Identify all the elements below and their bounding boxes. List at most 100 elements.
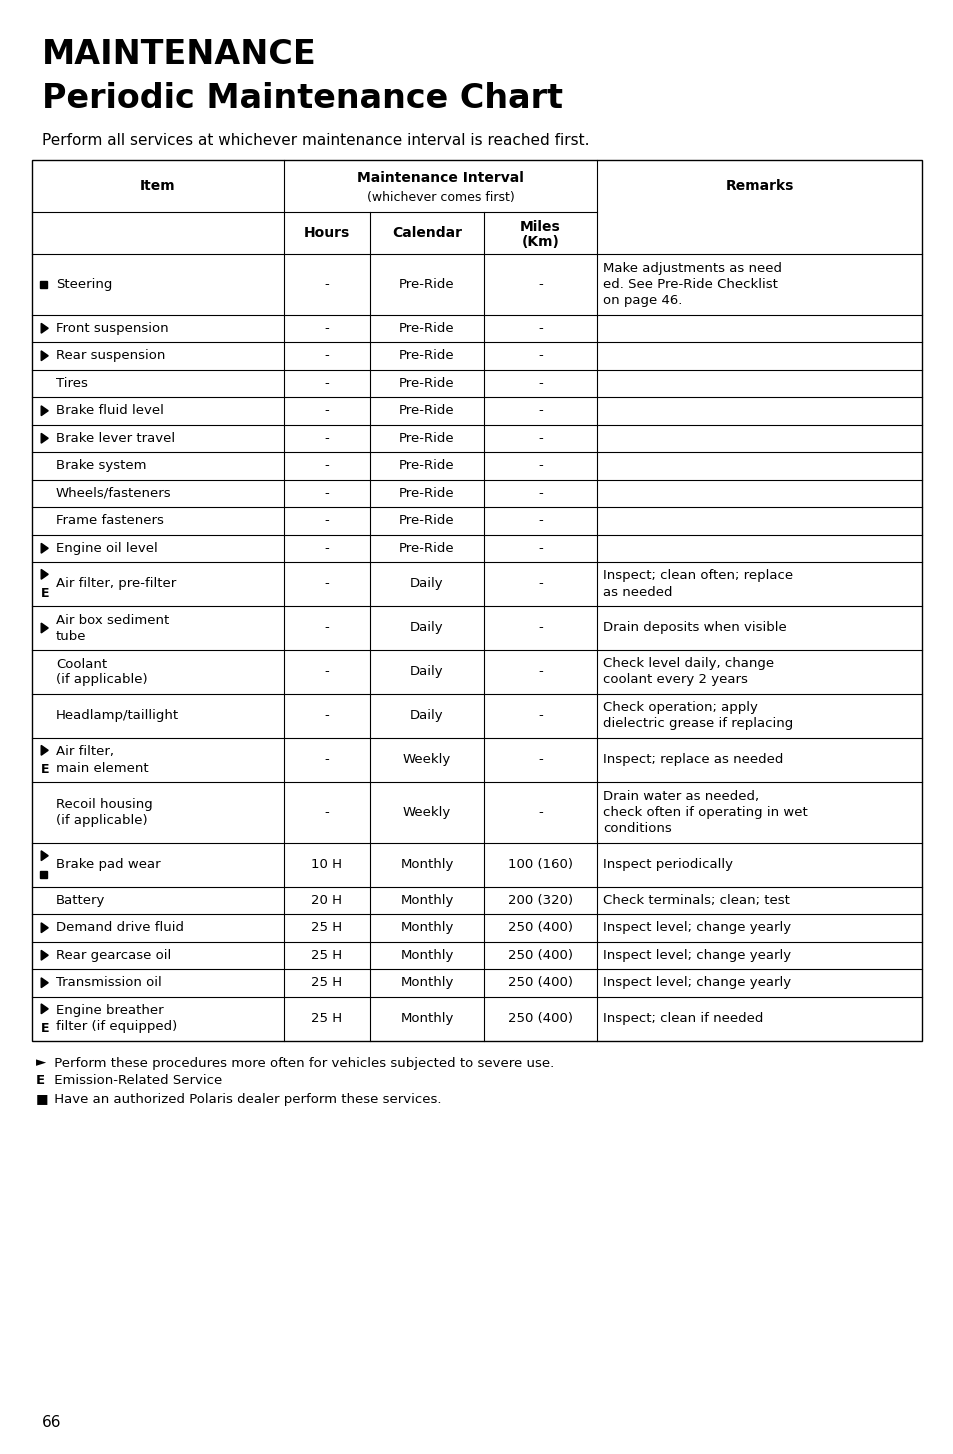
Text: Front suspension: Front suspension — [56, 321, 169, 334]
Text: Inspect; clean if needed: Inspect; clean if needed — [602, 1012, 762, 1025]
Text: -: - — [324, 377, 329, 390]
Text: MAINTENANCE: MAINTENANCE — [42, 38, 316, 71]
Bar — [40, 281, 48, 288]
Text: Inspect; clean often; replace
as needed: Inspect; clean often; replace as needed — [602, 570, 792, 599]
Text: Miles: Miles — [519, 220, 560, 234]
Polygon shape — [41, 624, 49, 632]
Text: E: E — [41, 763, 50, 776]
Text: Engine breather
filter (if equipped): Engine breather filter (if equipped) — [56, 1005, 177, 1032]
Polygon shape — [41, 746, 49, 755]
Text: Demand drive fluid: Demand drive fluid — [56, 922, 184, 935]
Polygon shape — [41, 570, 49, 579]
Polygon shape — [41, 406, 49, 416]
Polygon shape — [41, 350, 49, 361]
Text: -: - — [537, 278, 542, 291]
Text: Brake system: Brake system — [56, 459, 147, 473]
Polygon shape — [41, 951, 49, 960]
Text: 250 (400): 250 (400) — [507, 922, 573, 935]
Text: Inspect periodically: Inspect periodically — [602, 858, 732, 871]
Text: Weekly: Weekly — [402, 806, 451, 819]
Text: -: - — [537, 487, 542, 500]
Bar — [32, 160, 921, 1041]
Text: Inspect; replace as needed: Inspect; replace as needed — [602, 753, 782, 766]
Text: ■: ■ — [36, 1092, 49, 1105]
Text: Rear gearcase oil: Rear gearcase oil — [56, 949, 172, 961]
Text: Pre-Ride: Pre-Ride — [398, 349, 455, 362]
Text: -: - — [537, 349, 542, 362]
Text: Hours: Hours — [304, 225, 350, 240]
Text: Monthly: Monthly — [400, 1012, 454, 1025]
Polygon shape — [41, 979, 49, 987]
Text: Maintenance Interval: Maintenance Interval — [356, 172, 523, 185]
Text: 25 H: 25 H — [311, 922, 342, 935]
Text: -: - — [324, 666, 329, 679]
Text: Pre-Ride: Pre-Ride — [398, 459, 455, 473]
Text: -: - — [537, 806, 542, 819]
Text: -: - — [537, 666, 542, 679]
Text: Check operation; apply
dielectric grease if replacing: Check operation; apply dielectric grease… — [602, 701, 792, 730]
Text: -: - — [537, 621, 542, 634]
Text: -: - — [537, 321, 542, 334]
Text: -: - — [537, 515, 542, 528]
Text: Daily: Daily — [410, 577, 443, 590]
Text: Air filter, pre-filter: Air filter, pre-filter — [56, 577, 176, 590]
Text: Frame fasteners: Frame fasteners — [56, 515, 164, 528]
Text: Pre-Ride: Pre-Ride — [398, 321, 455, 334]
Text: 25 H: 25 H — [311, 976, 342, 989]
Text: Air filter,
main element: Air filter, main element — [56, 746, 149, 775]
Text: Monthly: Monthly — [400, 894, 454, 907]
Text: -: - — [324, 710, 329, 723]
Text: Remarks: Remarks — [724, 179, 793, 193]
Text: Coolant
(if applicable): Coolant (if applicable) — [56, 657, 148, 686]
Text: -: - — [537, 577, 542, 590]
Text: Headlamp/taillight: Headlamp/taillight — [56, 710, 179, 723]
Text: -: - — [324, 404, 329, 417]
Text: E: E — [41, 587, 50, 601]
Text: 25 H: 25 H — [311, 1012, 342, 1025]
Text: Pre-Ride: Pre-Ride — [398, 278, 455, 291]
Text: -: - — [537, 710, 542, 723]
Text: 100 (160): 100 (160) — [507, 858, 573, 871]
Text: Check terminals; clean; test: Check terminals; clean; test — [602, 894, 789, 907]
Text: -: - — [324, 487, 329, 500]
Polygon shape — [41, 851, 49, 861]
Text: -: - — [324, 278, 329, 291]
Text: Item: Item — [140, 179, 175, 193]
Text: Engine oil level: Engine oil level — [56, 542, 157, 555]
Text: Tires: Tires — [56, 377, 88, 390]
Text: Inspect level; change yearly: Inspect level; change yearly — [602, 922, 790, 935]
Text: 10 H: 10 H — [312, 858, 342, 871]
Polygon shape — [41, 1003, 49, 1013]
Text: Air box sediment
tube: Air box sediment tube — [56, 614, 169, 643]
Bar — [40, 871, 48, 878]
Text: 200 (320): 200 (320) — [507, 894, 573, 907]
Text: Daily: Daily — [410, 621, 443, 634]
Text: (whichever comes first): (whichever comes first) — [366, 190, 514, 204]
Text: 250 (400): 250 (400) — [507, 949, 573, 961]
Text: Check level daily, change
coolant every 2 years: Check level daily, change coolant every … — [602, 657, 773, 686]
Text: Inspect level; change yearly: Inspect level; change yearly — [602, 949, 790, 961]
Text: 20 H: 20 H — [312, 894, 342, 907]
Text: Drain water as needed,
check often if operating in wet
conditions: Drain water as needed, check often if op… — [602, 790, 807, 835]
Text: Have an authorized Polaris dealer perform these services.: Have an authorized Polaris dealer perfor… — [50, 1092, 441, 1105]
Text: Brake pad wear: Brake pad wear — [56, 858, 160, 871]
Text: -: - — [537, 404, 542, 417]
Text: 250 (400): 250 (400) — [507, 1012, 573, 1025]
Text: -: - — [324, 432, 329, 445]
Text: Rear suspension: Rear suspension — [56, 349, 165, 362]
Text: Pre-Ride: Pre-Ride — [398, 487, 455, 500]
Text: -: - — [324, 542, 329, 555]
Text: Perform all services at whichever maintenance interval is reached first.: Perform all services at whichever mainte… — [42, 132, 589, 148]
Text: E: E — [36, 1075, 45, 1088]
Text: Steering: Steering — [56, 278, 112, 291]
Text: -: - — [537, 542, 542, 555]
Text: -: - — [537, 459, 542, 473]
Polygon shape — [41, 323, 49, 333]
Text: ►: ► — [36, 1057, 46, 1070]
Text: Perform these procedures more often for vehicles subjected to severe use.: Perform these procedures more often for … — [50, 1057, 554, 1070]
Text: Daily: Daily — [410, 666, 443, 679]
Text: -: - — [324, 621, 329, 634]
Text: -: - — [324, 753, 329, 766]
Polygon shape — [41, 544, 49, 553]
Text: Brake lever travel: Brake lever travel — [56, 432, 175, 445]
